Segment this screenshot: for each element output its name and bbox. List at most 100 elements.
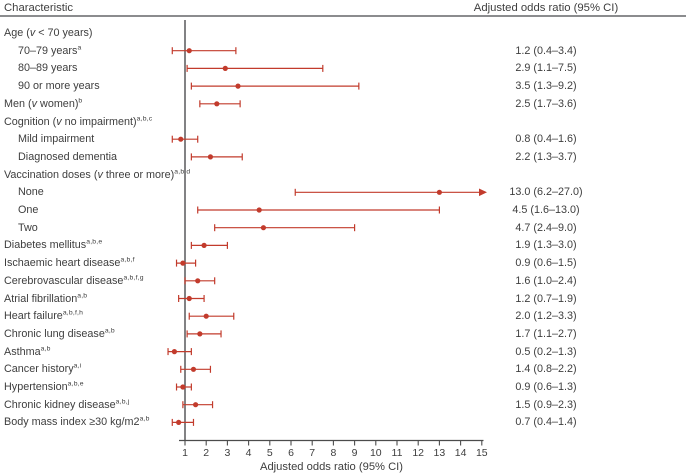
footnote-marker: a,i: [73, 362, 82, 370]
column-header-odds-ratio: Adjusted odds ratio (95% CI): [473, 2, 619, 14]
row-value: 4.7 (2.4–9.0): [515, 221, 577, 234]
footnote-marker: a,b,j: [115, 398, 130, 406]
row-value: 1.6 (1.0–2.4): [515, 274, 577, 287]
row-label: Vaccination doses (v three or more)a,b,d: [4, 168, 191, 181]
footnote-marker: a,b,e: [67, 380, 84, 388]
arrow-right-icon: [479, 188, 487, 197]
row-label: Body mass index ≥30 kg/m2a,b: [4, 415, 150, 429]
x-axis-tick-label: 9: [352, 447, 358, 459]
row-value: 0.9 (0.6–1.3): [515, 381, 577, 393]
ci-marker: [190, 241, 228, 249]
row-value: 1.2 (0.7–1.9): [515, 292, 577, 305]
row-value: 0.5 (0.2–1.3): [515, 345, 577, 358]
ci-marker: [175, 259, 197, 267]
footnote-marker: a,b: [104, 327, 115, 335]
footnote-marker: a,b,e: [86, 238, 103, 246]
x-axis-tick-label: 10: [370, 447, 382, 459]
row-label: Age (v < 70 years): [4, 27, 93, 39]
x-axis-tick-label: 5: [267, 447, 273, 459]
x-axis-tick-label: 11: [392, 447, 403, 459]
row-label: Ischaemic heart diseasea,b,f: [4, 256, 135, 270]
row-value: 1.7 (1.1–2.7): [515, 327, 577, 340]
ci-marker: [180, 365, 212, 373]
x-axis-tick-label: 14: [455, 447, 467, 459]
row-label: 80–89 years: [18, 62, 78, 75]
ci-marker: [186, 64, 324, 72]
row-value: 2.5 (1.7–3.6): [515, 97, 577, 110]
ci-marker: [175, 383, 192, 391]
footnote-marker: a,b: [40, 345, 51, 352]
row-label: Heart failurea,b,f,h: [4, 309, 84, 323]
x-axis-tick-label: 3: [224, 447, 230, 459]
ci-marker: [171, 47, 237, 55]
row-label: Diabetes mellitusa,b,e: [4, 238, 103, 252]
row-value: 13.0 (6.2–27.0): [509, 186, 583, 199]
row-value: 1.4 (0.8–2.2): [515, 363, 577, 376]
row-value: 0.7 (0.4–1.4): [515, 416, 577, 429]
ci-marker: [184, 277, 216, 285]
row-label: Cerebrovascular diseasea,b,f,g: [4, 274, 144, 287]
row-value: 2.9 (1.1–7.5): [515, 62, 577, 75]
row-value: 3.5 (1.3–9.2): [515, 80, 577, 93]
footnote-marker: a,b,f,h: [62, 309, 84, 317]
x-axis-tick-label: 15: [476, 447, 488, 459]
row-label: 70–79 yearsa: [18, 44, 82, 57]
ci-marker: [171, 418, 195, 426]
row-label: Chronic lung diseasea,b: [4, 327, 115, 340]
row-label: None: [18, 186, 44, 199]
footnote-marker: a,b,f,g: [123, 274, 144, 282]
ci-marker: [178, 295, 205, 302]
row-value: 1.9 (1.3–3.0): [515, 239, 577, 252]
row-label: 90 or more years: [18, 80, 100, 93]
row-label: Asthmaa,b: [4, 345, 51, 358]
x-axis-title: Adjusted odds ratio (95% CI): [259, 461, 404, 473]
header-divider: [0, 15, 686, 17]
footnote-marker: a,b,f: [120, 256, 135, 264]
row-value: 1.2 (0.4–3.4): [515, 44, 577, 57]
footnote-marker: a: [77, 44, 82, 52]
ci-marker: [294, 188, 487, 197]
ci-marker: [190, 153, 243, 161]
row-label: Men (v women)b: [4, 97, 83, 110]
x-axis-tick-label: 1: [182, 447, 188, 459]
footnote-marker: a,b,d: [174, 168, 191, 175]
row-label: Chronic kidney diseasea,b,j: [4, 398, 130, 411]
row-label: Diagnosed dementia: [18, 150, 118, 163]
ci-marker: [190, 82, 360, 90]
x-axis-tick-label: 6: [288, 447, 294, 459]
row-label: One: [18, 204, 39, 216]
row-value: 0.8 (0.4–1.6): [515, 133, 577, 146]
ci-marker: [197, 206, 440, 214]
row-label: Cancer historya,i: [4, 362, 82, 376]
row-label: Mild impairment: [18, 133, 95, 146]
x-axis-tick-label: 12: [412, 447, 424, 459]
ci-marker: [171, 135, 199, 143]
row-value: 2.0 (1.2–3.3): [515, 310, 577, 323]
row-label: Two: [18, 221, 38, 234]
row-value: 4.5 (1.6–13.0): [512, 204, 580, 216]
x-axis-tick-label: 2: [203, 447, 209, 459]
x-axis-tick-label: 8: [330, 447, 336, 459]
row-value: 1.5 (0.9–2.3): [515, 398, 577, 411]
row-label: Cognition (v no impairment)a,b,c: [4, 114, 153, 128]
x-axis-tick-label: 13: [434, 447, 446, 459]
row-label: Hypertensiona,b,e: [4, 380, 84, 393]
ci-marker: [188, 312, 235, 320]
ci-marker: [199, 100, 241, 108]
ci-marker: [214, 224, 356, 232]
column-header-characteristic: Characteristic: [4, 2, 74, 14]
row-value: 0.9 (0.6–1.5): [515, 257, 577, 270]
footnote-marker: a,b: [139, 415, 150, 423]
x-axis-tick-label: 7: [309, 447, 315, 459]
x-axis-tick-label: 4: [246, 447, 252, 459]
ci-marker: [186, 330, 222, 338]
row-value: 2.2 (1.3–3.7): [515, 150, 577, 163]
footnote-marker: a,b,c: [136, 114, 153, 122]
ci-marker: [167, 348, 192, 356]
row-label: Atrial fibrillationa,b: [4, 291, 88, 305]
footnote-marker: a,b: [77, 291, 88, 299]
footnote-marker: b: [78, 97, 83, 105]
ci-marker: [182, 401, 214, 409]
